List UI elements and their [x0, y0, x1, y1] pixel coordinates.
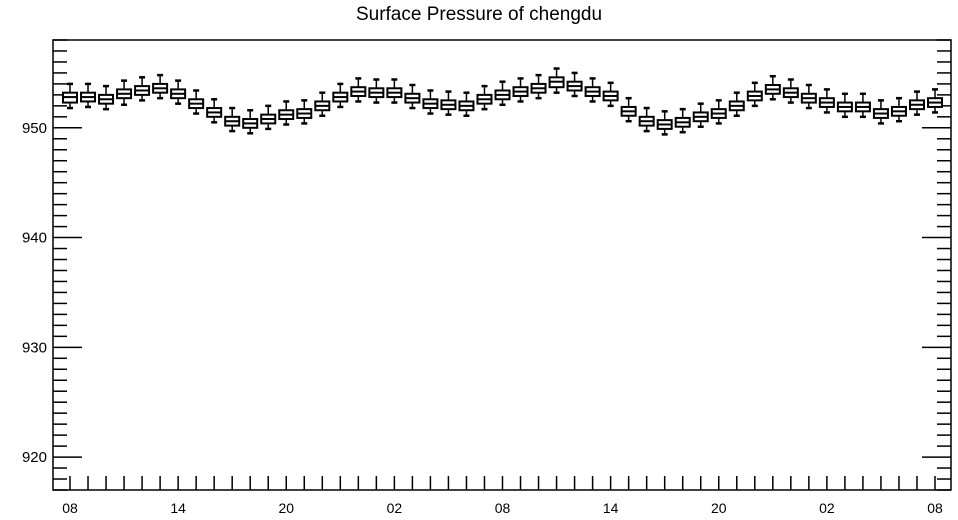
x-tick-label: 20 — [711, 500, 727, 516]
box-item — [116, 79, 133, 107]
box-item — [242, 108, 259, 135]
box-item — [602, 81, 619, 108]
box-item — [278, 100, 295, 126]
box-item — [224, 106, 241, 133]
box-item — [836, 92, 853, 119]
box-item — [890, 96, 907, 123]
box-item — [404, 83, 421, 110]
box-item — [80, 82, 97, 109]
x-axis: 08 14 20 02 08 14 20 02 08 — [62, 476, 943, 516]
y-tick-label: 950 — [22, 120, 47, 137]
box-item — [746, 81, 763, 108]
box-item — [512, 77, 529, 103]
box-item — [566, 71, 583, 98]
box-item — [584, 77, 601, 103]
box-item — [422, 89, 439, 115]
box-item — [854, 92, 871, 119]
box-item — [530, 73, 547, 100]
box-item — [170, 79, 187, 105]
box-item — [927, 88, 943, 114]
box-series — [62, 67, 943, 136]
box-item — [674, 107, 691, 134]
box-item — [692, 102, 709, 128]
box-item — [350, 77, 367, 103]
x-tick-label: 02 — [387, 500, 403, 516]
y-tick-label: 940 — [22, 230, 47, 247]
box-item — [458, 91, 475, 117]
box-item — [206, 98, 223, 124]
box-item — [710, 99, 727, 125]
y-tick-label: 930 — [22, 339, 47, 356]
box-item — [152, 73, 169, 100]
x-tick-label: 08 — [495, 500, 511, 516]
y-tick-label: 920 — [22, 449, 47, 466]
box-item — [386, 78, 403, 104]
box-item — [494, 80, 511, 107]
box-item — [368, 78, 385, 104]
box-item — [332, 82, 349, 109]
box-item — [296, 99, 313, 125]
box-item — [62, 82, 78, 110]
box-item — [908, 90, 925, 116]
box-item — [260, 104, 277, 131]
box-item — [548, 67, 565, 94]
box-item — [638, 106, 655, 133]
box-item — [476, 84, 493, 111]
box-item — [98, 84, 115, 111]
box-item — [656, 110, 673, 136]
box-item — [818, 88, 835, 114]
box-item — [134, 76, 151, 102]
box-item — [800, 83, 817, 110]
box-item — [620, 96, 637, 123]
box-item — [728, 91, 745, 117]
x-tick-label: 02 — [819, 500, 835, 516]
x-tick-label: 20 — [278, 500, 294, 516]
box-item — [872, 99, 889, 125]
x-tick-label: 08 — [927, 500, 943, 516]
plot-frame — [52, 39, 952, 491]
box-item — [764, 74, 781, 101]
box-item — [782, 78, 799, 104]
x-tick-label: 14 — [170, 500, 186, 516]
box-item — [314, 91, 331, 117]
box-item — [188, 89, 205, 115]
chart-title: Surface Pressure of chengdu — [355, 4, 603, 25]
x-tick-label: 14 — [603, 500, 619, 516]
x-tick-label: 08 — [62, 500, 78, 516]
box-item — [440, 90, 457, 116]
